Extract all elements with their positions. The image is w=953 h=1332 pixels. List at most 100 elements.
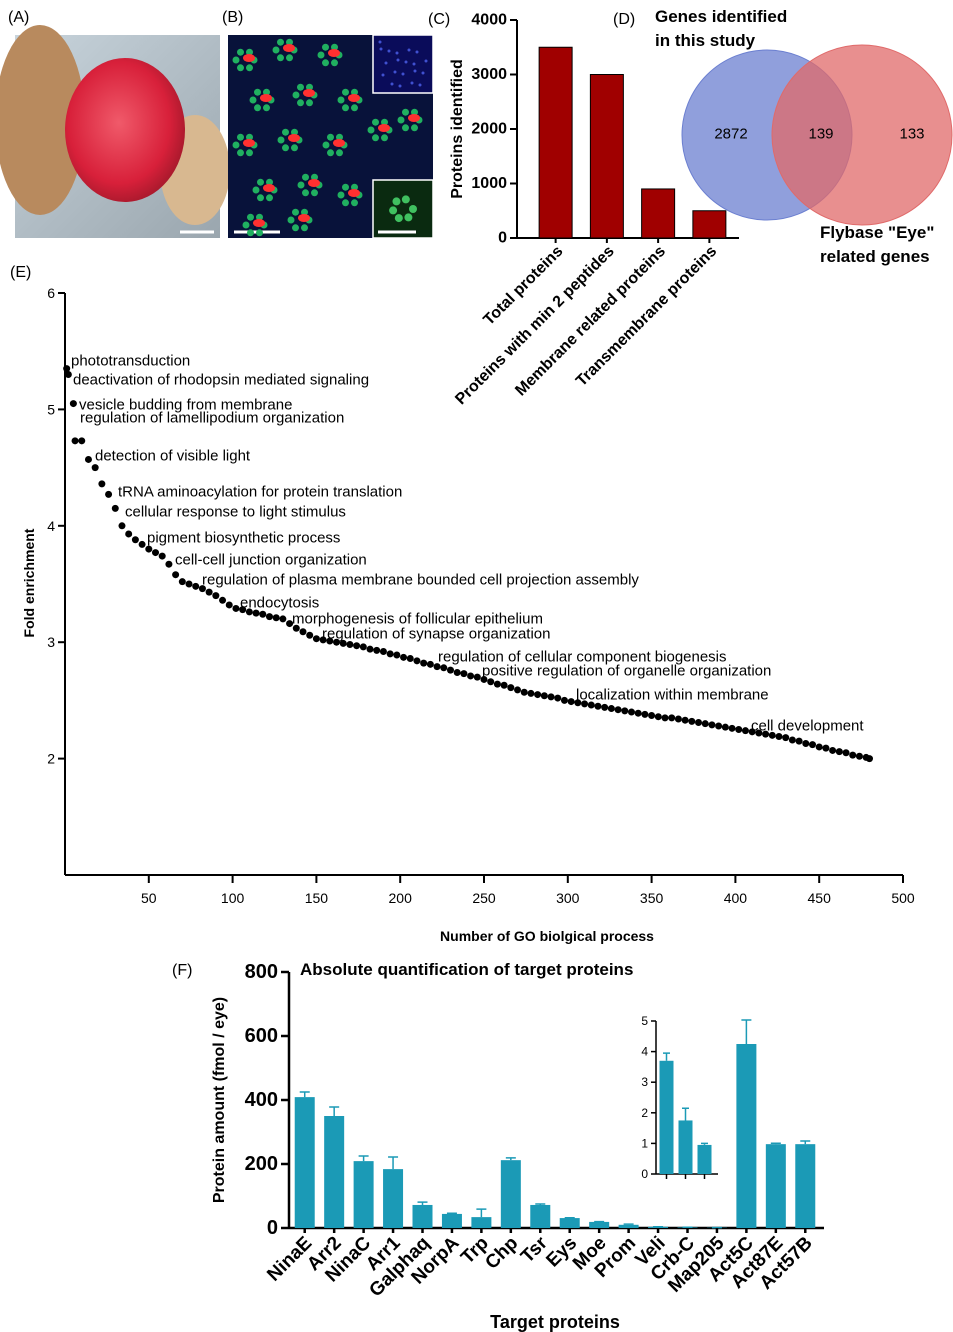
- y-axis-label: Proteins identified: [449, 59, 466, 199]
- cell: [351, 199, 358, 206]
- point: [514, 686, 521, 693]
- bar: [560, 1218, 580, 1228]
- bar: [642, 189, 675, 238]
- cell: [286, 54, 293, 61]
- annotation: endocytosis: [240, 595, 319, 612]
- point: [822, 745, 829, 752]
- point: [682, 717, 689, 724]
- x-tick-label: 100: [221, 890, 245, 906]
- x-axis-label: Number of GO biolgical process: [440, 928, 654, 944]
- error-bar: [329, 1107, 339, 1116]
- panel-label: (F): [172, 962, 192, 979]
- point: [554, 695, 561, 702]
- point: [688, 718, 695, 725]
- speck: [414, 70, 417, 73]
- error-bar: [663, 1053, 670, 1061]
- point: [118, 522, 125, 529]
- cell: [247, 229, 254, 236]
- point: [695, 719, 702, 726]
- cell: [322, 59, 329, 66]
- cell: [372, 119, 379, 126]
- cell: [302, 189, 309, 196]
- point: [132, 536, 139, 543]
- rhabdomere: [303, 89, 315, 97]
- cell: [282, 144, 289, 151]
- point: [299, 628, 306, 635]
- cell: [411, 124, 418, 131]
- rhabdomere: [378, 124, 390, 132]
- point: [561, 697, 568, 704]
- cell: [237, 64, 244, 71]
- error-bar: [535, 1204, 545, 1205]
- cell: [273, 47, 280, 54]
- speck: [419, 84, 422, 87]
- bar: [471, 1217, 491, 1228]
- speck: [402, 73, 405, 76]
- bar: [501, 1160, 521, 1228]
- point: [601, 704, 608, 711]
- speck: [422, 72, 425, 75]
- point: [474, 674, 481, 681]
- speck: [388, 50, 391, 53]
- y-tick-label: 0: [267, 1217, 278, 1239]
- point: [548, 693, 555, 700]
- speck: [411, 82, 414, 85]
- photo-b: [228, 35, 433, 238]
- error-bar: [682, 1108, 689, 1120]
- point: [655, 713, 662, 720]
- point: [413, 657, 420, 664]
- cell: [237, 149, 244, 156]
- annotation: positive regulation of organelle organiz…: [482, 663, 771, 680]
- cell: [266, 194, 273, 201]
- cell: [322, 44, 329, 51]
- inset-blue: [373, 35, 433, 93]
- speck: [413, 63, 416, 66]
- point: [501, 682, 508, 689]
- point: [219, 597, 226, 604]
- panel-label: (B): [222, 9, 243, 26]
- annotation: pigment biosynthetic process: [147, 530, 340, 547]
- set-name: in this study: [655, 31, 756, 50]
- inset-green: [373, 180, 433, 238]
- cell: [257, 194, 264, 201]
- point: [65, 371, 72, 378]
- y-axis-label: Protein amount (fmol / eye): [211, 997, 228, 1203]
- annotation: deactivation of rhodopsin mediated signa…: [73, 372, 369, 389]
- point: [521, 689, 528, 696]
- speck: [382, 74, 385, 77]
- cell: [395, 214, 403, 222]
- annotation: regulation of plasma membrane bounded ce…: [202, 572, 639, 589]
- bar: [589, 1222, 609, 1228]
- error-bar: [476, 1209, 486, 1217]
- bar: [679, 1120, 693, 1174]
- point: [789, 736, 796, 743]
- cell: [243, 222, 250, 229]
- x-tick-label: 450: [808, 890, 832, 906]
- x-tick-label: 50: [141, 890, 157, 906]
- point: [454, 669, 461, 676]
- x-tick-label: 150: [305, 890, 329, 906]
- rhabdomere: [333, 139, 345, 147]
- cell: [302, 174, 309, 181]
- cell: [288, 217, 295, 224]
- cell: [297, 84, 304, 91]
- point: [98, 480, 105, 487]
- cell: [311, 189, 318, 196]
- fly-eye: [65, 58, 185, 202]
- panel-label: (A): [8, 9, 29, 26]
- y-tick-label: 4: [641, 1045, 648, 1059]
- point: [85, 456, 92, 463]
- cell: [291, 144, 298, 151]
- cell: [292, 209, 299, 216]
- point: [212, 592, 219, 599]
- y-tick-label: 5: [641, 1014, 648, 1028]
- speck: [380, 48, 383, 51]
- bar: [295, 1097, 315, 1228]
- bar: [693, 211, 726, 238]
- bar: [660, 1061, 674, 1174]
- point: [259, 611, 266, 618]
- cell: [327, 149, 334, 156]
- point: [722, 724, 729, 731]
- y-tick-label: 1000: [471, 175, 507, 192]
- point: [72, 437, 79, 444]
